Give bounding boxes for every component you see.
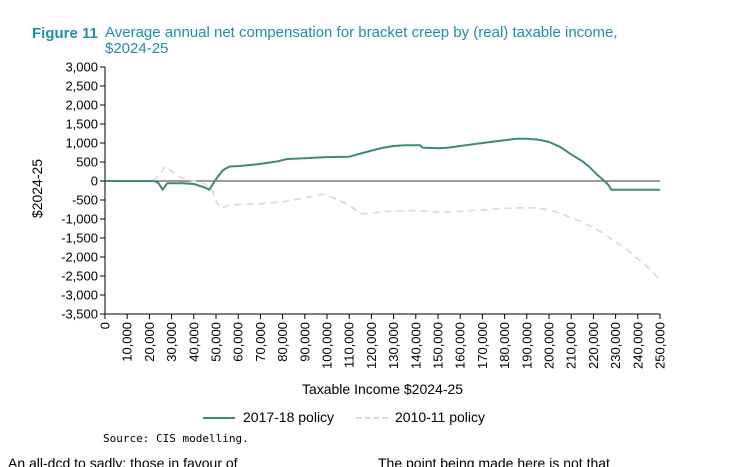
x-tick-label: 100,000 xyxy=(320,322,335,369)
x-tick-label: 70,000 xyxy=(253,322,268,362)
x-axis-title: Taxable Income $2024-25 xyxy=(302,381,463,397)
legend-swatch-2010 xyxy=(356,417,388,419)
x-tick-label: 240,000 xyxy=(630,322,645,369)
x-tick-label: 200,000 xyxy=(542,322,557,369)
x-tick-label: 120,000 xyxy=(364,322,379,369)
x-tick-label: 160,000 xyxy=(453,322,468,369)
x-tick-label: 40,000 xyxy=(186,322,201,362)
figure-number: Figure 11 xyxy=(32,25,98,42)
x-tick-label: 250,000 xyxy=(653,322,668,369)
y-axis-title: $2024-25 xyxy=(29,159,45,218)
x-tick-label: 50,000 xyxy=(209,322,224,362)
x-tick-label: 220,000 xyxy=(586,322,601,369)
y-tick-label: 2,000 xyxy=(65,98,98,113)
series-line-2017-18-policy xyxy=(105,137,660,191)
x-tick-label: 0 xyxy=(98,322,113,329)
source-note: Source: CIS modelling. xyxy=(103,432,249,445)
x-tick-label: 180,000 xyxy=(497,322,512,369)
x-tick-label: 60,000 xyxy=(231,322,246,362)
x-tick-label: 210,000 xyxy=(564,322,579,369)
x-tick-label: 20,000 xyxy=(142,322,157,362)
y-tick-label: 2,500 xyxy=(65,79,98,94)
body-text-fragment: An all-dcd to sadly: those in favour of … xyxy=(0,455,731,467)
y-tick-label: -3,000 xyxy=(61,288,98,303)
x-tick-label: 230,000 xyxy=(608,322,623,369)
y-tick-label: 3,000 xyxy=(65,60,98,75)
x-tick-label: 90,000 xyxy=(297,322,312,362)
y-tick-label: -1,000 xyxy=(61,212,98,227)
x-tick-label: 30,000 xyxy=(164,322,179,362)
y-tick-label: 1,500 xyxy=(65,117,98,132)
x-tick-label: 150,000 xyxy=(431,322,446,369)
y-tick-label: 1,000 xyxy=(65,136,98,151)
y-tick-label: -3,500 xyxy=(61,307,98,322)
y-tick-label: 500 xyxy=(76,155,98,170)
line-chart: 3,000 2,500 2,000 1,500 1,000 500 0 -500 -1,000 -… xyxy=(29,60,668,398)
legend-label-2010: 2010-11 policy xyxy=(395,409,486,425)
body-text-left: An all-dcd to sadly: those in favour of xyxy=(8,455,238,467)
body-text-right: The point being made here is not that xyxy=(378,455,610,467)
x-tick-label: 10,000 xyxy=(120,322,135,362)
figure-title: Average annual net compensation for brac… xyxy=(105,24,618,57)
series-line-2010-11-policy xyxy=(105,165,661,281)
x-tick-label: 80,000 xyxy=(275,322,290,362)
x-tick-label: 190,000 xyxy=(519,322,534,369)
legend-label-2017: 2017-18 policy xyxy=(243,409,335,425)
x-tick-label: 140,000 xyxy=(408,322,423,369)
x-tick-label: 130,000 xyxy=(386,322,401,369)
y-tick-label: 0 xyxy=(91,174,98,189)
x-tick-label: 110,000 xyxy=(342,322,357,368)
y-tick-label: -2,500 xyxy=(61,269,98,284)
y-tick-label: -2,000 xyxy=(61,250,98,265)
y-tick-label: -500 xyxy=(72,193,98,208)
legend-swatch-2017 xyxy=(203,417,235,419)
y-tick-label: -1,500 xyxy=(61,231,98,246)
x-tick-label: 170,000 xyxy=(475,322,490,369)
